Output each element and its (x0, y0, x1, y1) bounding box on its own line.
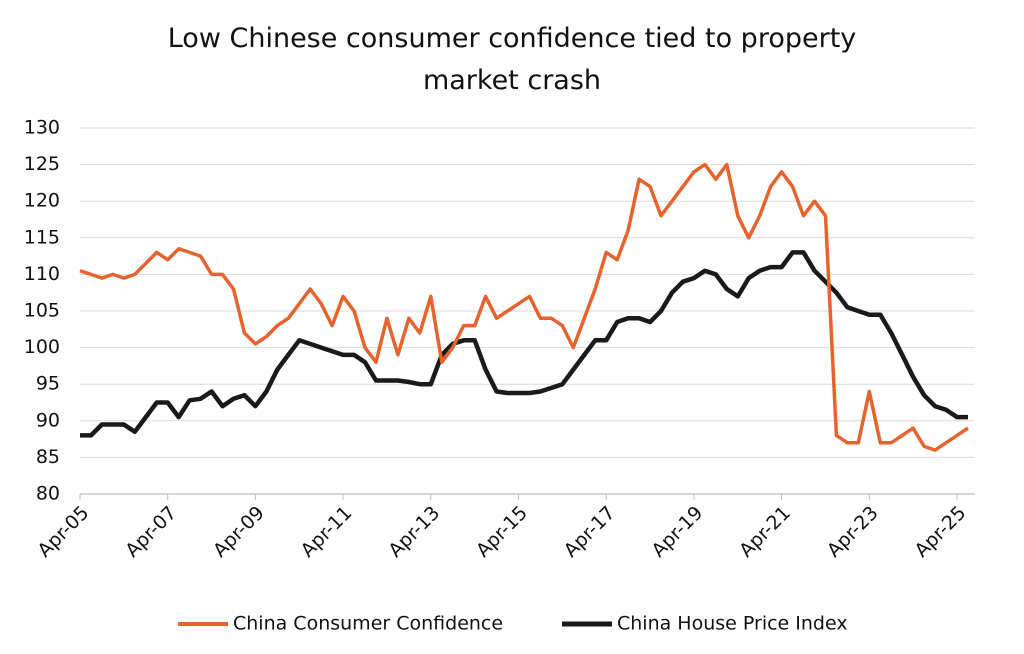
y-tick-label: 100 (24, 336, 60, 358)
title-box: Low Chinese consumer confidence tied to … (0, 18, 1024, 102)
legend-label: China House Price Index (617, 613, 848, 635)
y-tick-label: 80 (36, 483, 60, 505)
y-tick-label: 125 (24, 153, 60, 175)
x-tick-label: Apr-11 (297, 502, 357, 562)
x-tick-label: Apr-21 (735, 502, 795, 562)
x-tick-label: Apr-13 (384, 502, 444, 562)
x-tick-label: Apr-09 (209, 502, 269, 562)
y-tick-label: 105 (24, 300, 60, 322)
y-tick-label: 120 (24, 190, 60, 212)
x-tick-label: Apr-19 (647, 502, 707, 562)
legend-label: China Consumer Confidence (233, 613, 503, 635)
x-tick-label: Apr-07 (121, 502, 181, 562)
y-tick-label: 95 (36, 373, 60, 395)
y-tick-label: 90 (36, 409, 60, 431)
y-tick-label: 110 (24, 263, 60, 285)
y-tick-label: 130 (24, 117, 60, 139)
series-line (79, 162, 969, 452)
x-tick-label: Apr-05 (34, 502, 94, 562)
y-tick-label: 115 (24, 226, 60, 248)
x-tick-label: Apr-25 (911, 502, 971, 562)
x-tick-label: Apr-17 (560, 502, 620, 562)
y-tick-label: 85 (36, 446, 60, 468)
x-tick-label: Apr-23 (823, 502, 883, 562)
series-line (80, 250, 968, 438)
chart-title: Low Chinese consumer confidence tied to … (167, 23, 857, 96)
x-tick-label: Apr-15 (472, 502, 532, 562)
